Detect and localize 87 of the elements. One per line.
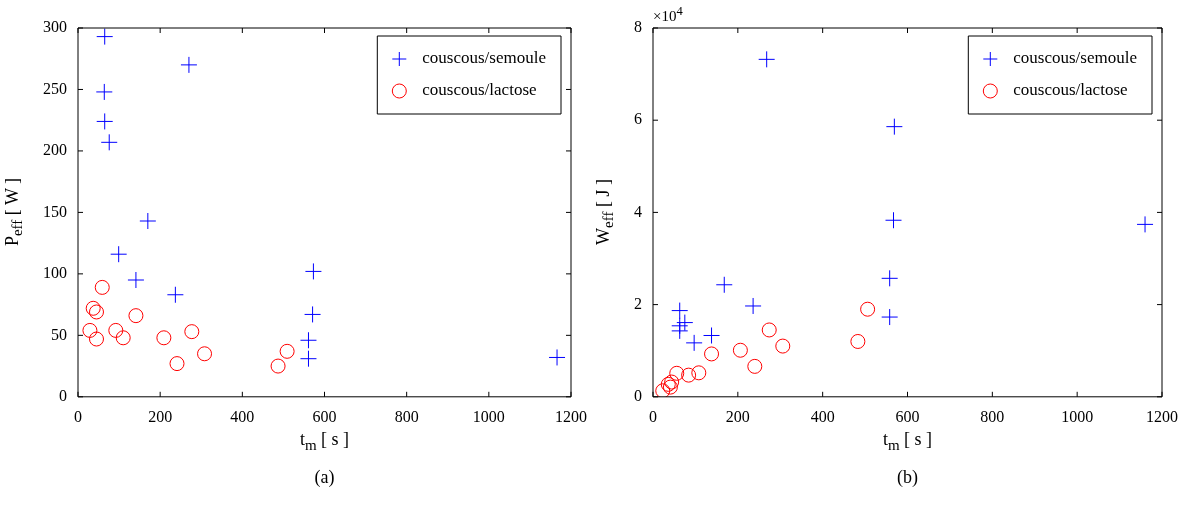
point: [881, 308, 899, 326]
x-tick-label: 400: [230, 407, 255, 425]
point: [115, 330, 131, 346]
x-tick-label: 800: [394, 407, 419, 425]
point: [100, 133, 118, 151]
x-tick-label: 600: [895, 407, 920, 425]
x-tick-label: 1000: [1061, 407, 1094, 425]
point: [715, 276, 733, 294]
y-tick-label: 0: [59, 387, 67, 404]
point: [279, 343, 295, 359]
point: [881, 269, 899, 287]
point: [299, 350, 317, 368]
point: [744, 297, 762, 315]
x-tick-label: 800: [980, 407, 1005, 425]
point: [664, 374, 680, 390]
y-tick-label: 8: [634, 18, 642, 36]
point: [299, 331, 317, 349]
x-tick-label: 200: [725, 407, 750, 425]
point: [669, 365, 685, 381]
legend-label: couscous/lactose: [1013, 80, 1128, 100]
point: [775, 338, 791, 354]
point: [96, 112, 114, 130]
x-tick-label: 0: [649, 407, 657, 425]
point: [732, 342, 748, 358]
y-tick-label: 150: [43, 202, 67, 220]
point: [169, 356, 185, 372]
y-tick-label: 300: [43, 18, 67, 36]
point: [691, 365, 707, 381]
y-tick-label: 4: [634, 202, 642, 220]
point: [747, 358, 763, 374]
x-tick-label: 0: [74, 407, 82, 425]
point: [85, 300, 101, 316]
point: [94, 279, 110, 295]
y-tick-label: 250: [43, 79, 67, 97]
point: [548, 348, 566, 366]
point: [885, 118, 903, 136]
x-tick-label: 1200: [555, 407, 587, 425]
point: [96, 28, 114, 46]
point: [110, 245, 128, 263]
point: [128, 308, 144, 324]
legend-label: couscous/lactose: [422, 80, 537, 100]
point: [304, 262, 322, 280]
point: [885, 211, 902, 229]
point: [703, 326, 721, 344]
x-tick-label: 1000: [472, 407, 505, 425]
point: [88, 331, 104, 347]
x-tick-label: 600: [312, 407, 337, 425]
point: [197, 346, 213, 362]
point: [82, 322, 98, 338]
point: [681, 367, 697, 383]
point: [270, 358, 286, 374]
point: [676, 314, 694, 332]
y-tick-label: 100: [43, 264, 67, 282]
point: [761, 322, 777, 338]
y-tick-label: 6: [634, 110, 642, 128]
x-tick-label: 1200: [1146, 407, 1178, 425]
y-tick-label: 0: [634, 387, 642, 404]
point: [671, 302, 689, 320]
text: ×10$^{4}$: [653, 4, 683, 25]
point: [95, 83, 113, 101]
point: [184, 324, 200, 340]
point: [166, 286, 184, 304]
point: [127, 271, 145, 289]
x-tick-label: 400: [810, 407, 835, 425]
y-tick-label: 50: [51, 325, 67, 343]
point: [860, 301, 876, 317]
point: [88, 304, 104, 320]
point: [156, 330, 172, 346]
point: [850, 333, 866, 349]
point: [685, 334, 703, 352]
point: [139, 212, 157, 230]
text: (b): [897, 466, 918, 488]
x-axis-title: t$_{m}$ [ s ]: [882, 428, 933, 454]
x-axis-title: t$_{m}$ [ s ]: [299, 428, 350, 454]
y-tick-label: 2: [634, 294, 642, 312]
legend-label: couscous/semoule: [1013, 48, 1137, 68]
point: [1136, 215, 1154, 233]
point: [671, 322, 689, 340]
point: [304, 305, 322, 323]
text: (a): [314, 466, 335, 488]
y-tick-label: 200: [43, 141, 67, 159]
point: [180, 56, 198, 74]
point: [108, 322, 124, 338]
legend-label: couscous/semoule: [422, 48, 546, 68]
point: [704, 346, 720, 362]
point: [758, 50, 776, 68]
x-tick-label: 200: [148, 407, 173, 425]
